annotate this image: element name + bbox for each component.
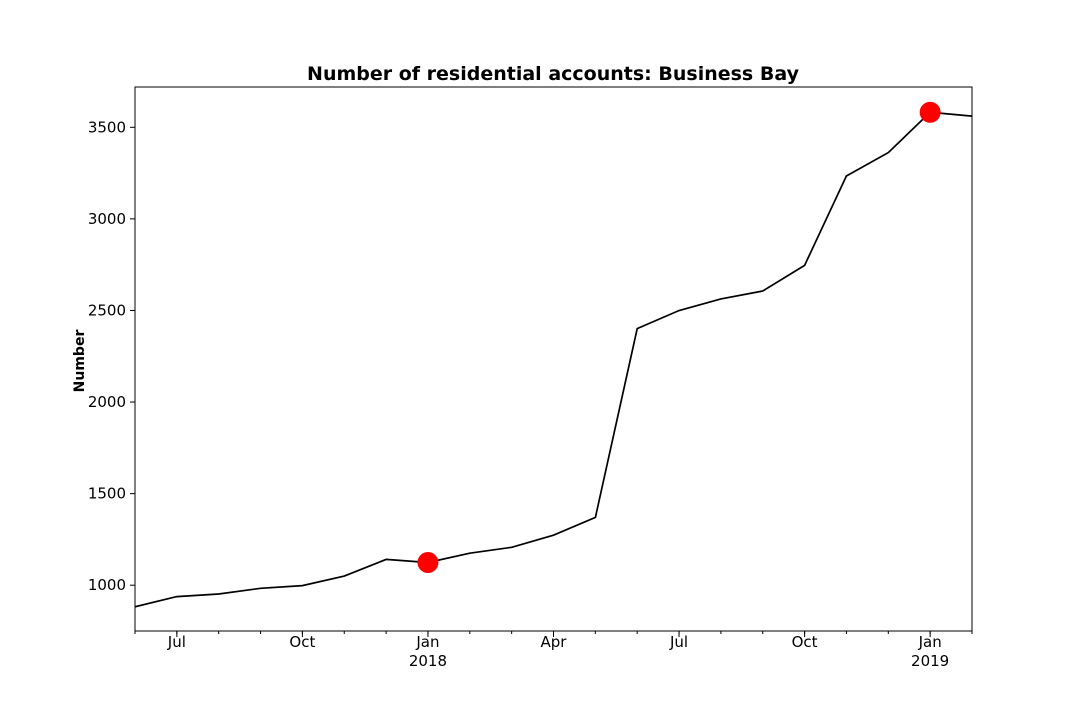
y-tick-label: 2000 (88, 393, 126, 411)
y-tick-label: 1500 (88, 485, 126, 503)
chart-title: Number of residential accounts: Business… (307, 63, 800, 85)
x-tick-year-label: 2018 (409, 652, 447, 670)
y-axis: 1000 1500 2000 2500 3000 3500 (88, 118, 135, 594)
series-group (135, 111, 972, 608)
x-tick-label: Oct (289, 633, 315, 651)
y-tick-label: 2500 (88, 301, 126, 319)
x-tick-label: Oct (792, 633, 818, 651)
y-tick-label: 1000 (88, 576, 126, 594)
y-tick-label: 3500 (88, 118, 126, 136)
x-tick-label: Apr (541, 633, 568, 651)
y-axis-label: Number (72, 330, 88, 393)
series-line (135, 111, 972, 608)
x-tick-label: Jan (415, 633, 439, 651)
highlight-markers (417, 101, 941, 573)
x-tick-label: Jul (669, 633, 688, 651)
x-tick-year-label: 2019 (911, 652, 949, 670)
x-tick-label: Jul (167, 633, 186, 651)
y-tick-label: 3000 (88, 210, 126, 228)
plot-frame (134, 86, 973, 632)
highlight-point (417, 551, 439, 573)
highlight-point (919, 101, 941, 123)
x-tick-label: Jan (918, 633, 942, 651)
